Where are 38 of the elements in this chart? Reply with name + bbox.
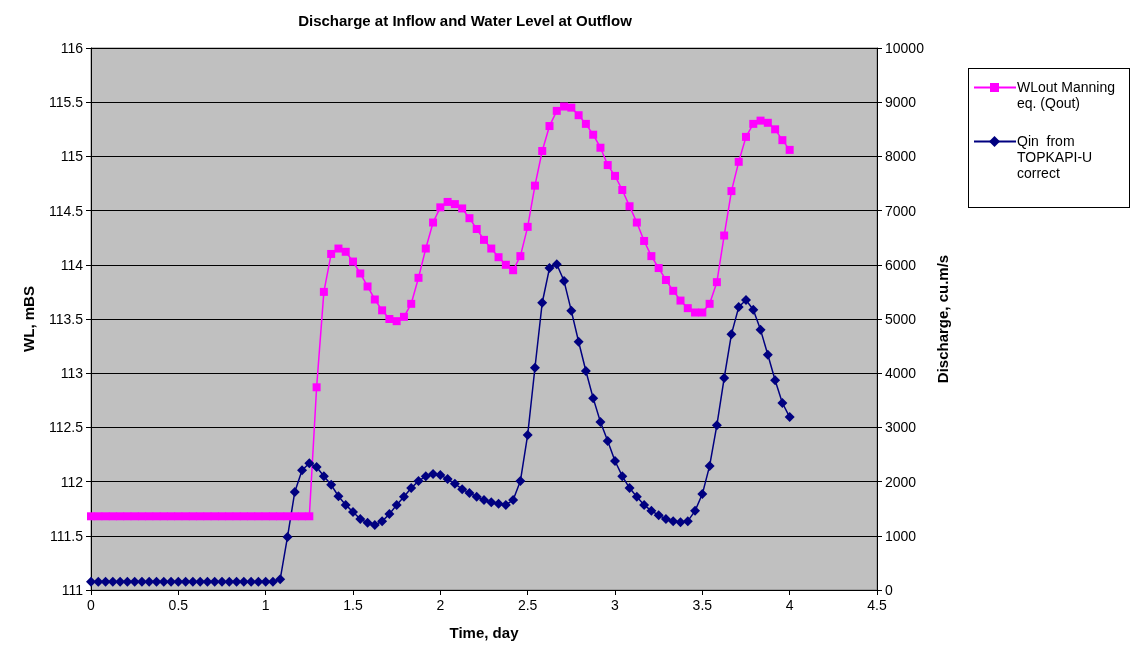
y-tick-label: 111.5 xyxy=(50,527,84,544)
y-tick-label: 115 xyxy=(60,148,84,165)
y2-tick-label: 2000 xyxy=(885,473,917,490)
y-tick-label: 113 xyxy=(60,365,84,382)
y2-tick-label: 7000 xyxy=(885,202,917,219)
y2-axis-title: Discharge, cu.m/s xyxy=(933,254,951,384)
x-tick-label: 2.5 xyxy=(517,597,538,613)
x-tick-label: 0.5 xyxy=(168,597,189,613)
y-tick-label: 112.5 xyxy=(49,419,84,436)
x-tick-label: 1 xyxy=(261,597,270,613)
y-tick-label: 114 xyxy=(60,256,84,273)
y2-tick-label: 9000 xyxy=(885,94,917,111)
legend-label: Qin from TOPKAPI-U correct xyxy=(1017,133,1094,181)
y2-tick-label: 5000 xyxy=(885,311,917,327)
y2-tick-label: 6000 xyxy=(885,256,917,273)
x-tick-label: 4.5 xyxy=(867,597,887,613)
x-tick-label: 4 xyxy=(785,597,794,613)
y2-tick-label: 4000 xyxy=(885,365,917,382)
y-tick-label: 111 xyxy=(61,582,84,598)
chart-title: Discharge at Inflow and Water Level at Outflow xyxy=(298,12,633,29)
x-tick-label: 3.5 xyxy=(692,597,713,613)
y-tick-label: 115.5 xyxy=(49,94,84,111)
y2-tick-label: 3000 xyxy=(885,419,917,436)
x-axis-title: Time, day xyxy=(449,624,520,641)
y2-tick-label: 1000 xyxy=(885,527,917,544)
y-tick-label: 113.5 xyxy=(49,311,84,327)
y-axis-title: WL, mBS xyxy=(20,286,37,352)
y2-tick-label: 8000 xyxy=(885,148,917,165)
y-tick-label: 116 xyxy=(60,40,84,56)
y-tick-label: 112 xyxy=(60,473,84,490)
legend-label: WLout Manning eq. (Qout) xyxy=(1017,79,1117,111)
x-tick-label: 2 xyxy=(436,597,445,613)
y-tick-label: 114.5 xyxy=(49,202,84,219)
y2-tick-label: 10000 xyxy=(885,40,925,56)
x-tick-label: 3 xyxy=(611,597,620,613)
y2-tick-label: 0 xyxy=(885,582,893,598)
x-tick-label: 1.5 xyxy=(343,597,363,613)
x-tick-label: 0 xyxy=(87,597,96,613)
